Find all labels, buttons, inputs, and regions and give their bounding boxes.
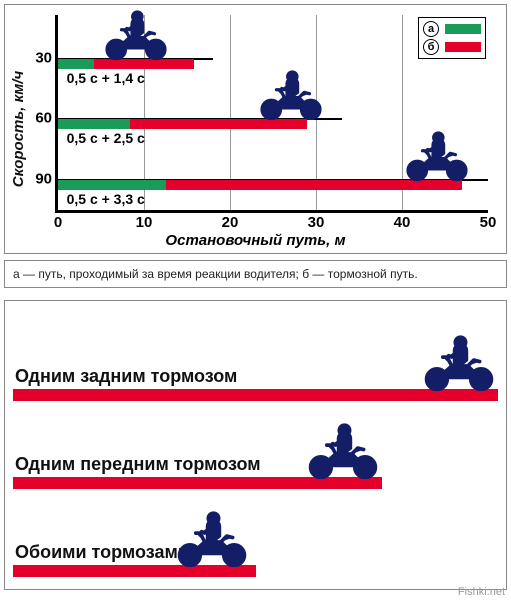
x-tick-label: 40 bbox=[394, 214, 411, 231]
brake-comparison-chart: Одним задним тормозом Одним передним торм… bbox=[4, 300, 507, 590]
motorcycle-icon bbox=[420, 335, 498, 391]
brake-bar bbox=[94, 59, 194, 69]
brake-row: Одним задним тормозом bbox=[13, 321, 498, 405]
motorcycle-icon bbox=[101, 10, 171, 60]
chart-plot-area: а б 01020304050300,5 с + 1,4 с600,5 с + … bbox=[55, 15, 488, 213]
motorcycle-icon bbox=[304, 423, 382, 479]
legend-row-b: б bbox=[423, 38, 481, 56]
brake-row: Одним передним тормозом bbox=[13, 409, 498, 493]
watermark: Fishki.net bbox=[458, 586, 505, 598]
x-tick-label: 10 bbox=[136, 214, 153, 231]
motorcycle-icon bbox=[402, 131, 472, 181]
y-axis-title: Скорость, км/ч bbox=[10, 71, 27, 187]
reaction-bar bbox=[58, 180, 166, 190]
legend-letter-a: а bbox=[423, 21, 439, 37]
x-tick-label: 50 bbox=[480, 214, 497, 231]
time-label: 0,5 с + 2,5 с bbox=[67, 130, 145, 146]
legend: а б bbox=[418, 17, 486, 59]
legend-row-a: а bbox=[423, 20, 481, 38]
y-tick-label: 90 bbox=[35, 170, 52, 187]
brake-bar bbox=[130, 119, 307, 129]
stopping-distance-chart: Скорость, км/ч а б 01020304050300,5 с + … bbox=[4, 4, 507, 254]
brake-row: Обоими тормозами bbox=[13, 497, 498, 581]
brake-row-label: Обоими тормозами bbox=[15, 542, 189, 563]
legend-swatch-brake bbox=[445, 42, 481, 52]
y-tick-label: 30 bbox=[35, 49, 52, 66]
time-label: 0,5 с + 3,3 с bbox=[67, 191, 145, 207]
legend-swatch-reaction bbox=[445, 24, 481, 34]
chart-caption: а — путь, проходимый за время реакции во… bbox=[4, 260, 507, 288]
time-label: 0,5 с + 1,4 с bbox=[67, 70, 145, 86]
brake-row-label: Одним передним тормозом bbox=[15, 454, 261, 475]
brake-bar bbox=[166, 180, 462, 190]
brake-row-label: Одним задним тормозом bbox=[15, 366, 237, 387]
y-tick-label: 60 bbox=[35, 110, 52, 127]
x-tick-label: 30 bbox=[308, 214, 325, 231]
x-tick-label: 0 bbox=[54, 214, 62, 231]
x-tick-label: 20 bbox=[222, 214, 239, 231]
motorcycle-icon bbox=[173, 511, 251, 567]
legend-letter-b: б bbox=[423, 39, 439, 55]
reaction-bar bbox=[58, 59, 94, 69]
reaction-bar bbox=[58, 119, 130, 129]
x-axis-title: Остановочный путь, м bbox=[165, 232, 345, 249]
motorcycle-icon bbox=[256, 70, 326, 120]
